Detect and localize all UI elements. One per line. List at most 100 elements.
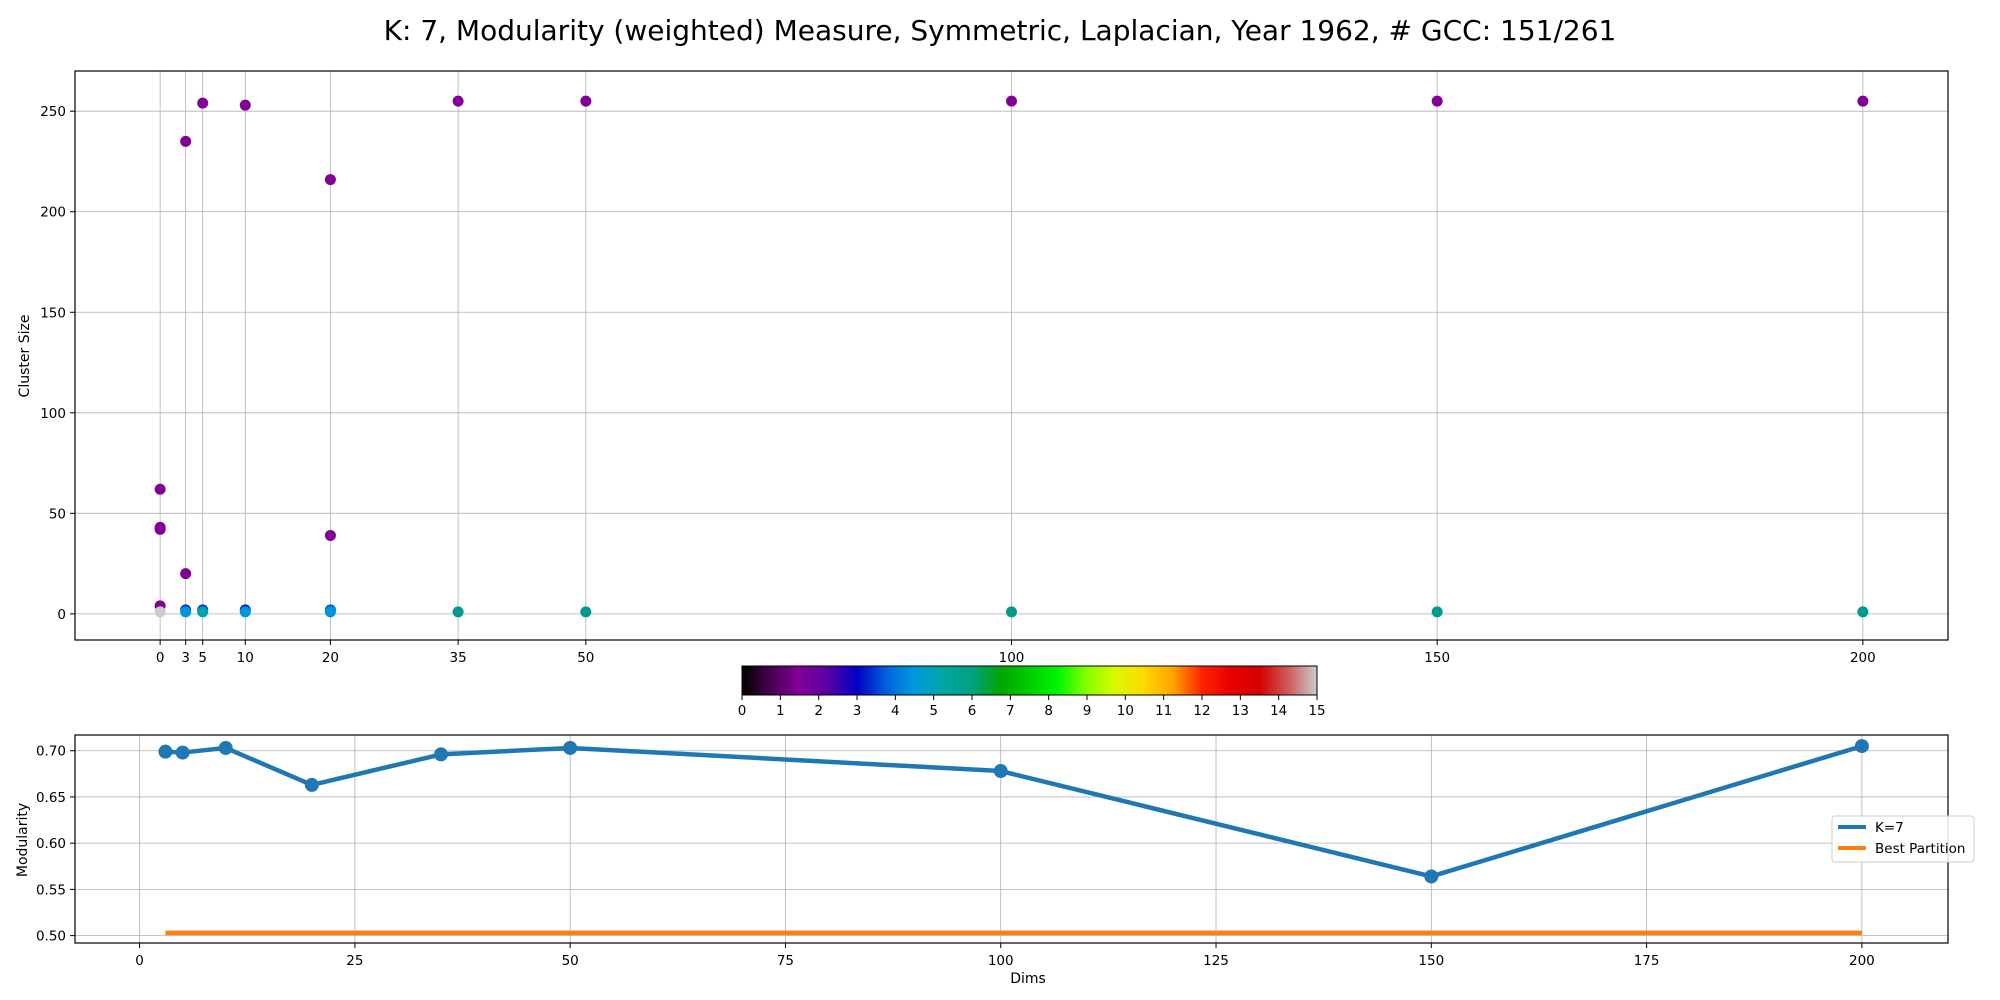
scatter-point	[180, 568, 192, 580]
colorbar: 0 1 2 3 4 5 6 7 8 9 10 11 12 13 14 15	[738, 665, 1326, 719]
bottom-x-tick-label: 75	[777, 953, 794, 969]
scatter-point	[324, 606, 336, 618]
top-y-tick-label: 50	[49, 506, 66, 522]
k7-series-point	[218, 740, 233, 755]
bottom-y-ticks: 0.50 0.55 0.60 0.65 0.70	[36, 744, 75, 945]
top-x-ticks: 0 3 5 10 20 35 50 100 150 200	[156, 640, 1876, 666]
top-x-tick-label: 20	[322, 650, 339, 666]
colorbar-tick-label: 1	[776, 703, 785, 719]
bottom-x-tick-label: 25	[346, 953, 363, 969]
colorbar-ticks: 0 1 2 3 4 5 6 7 8 9 10 11 12 13 14 15	[738, 695, 1326, 719]
scatter-point	[324, 529, 336, 541]
bottom-y-axis-label: Modularity	[15, 803, 31, 877]
k7-series-point	[158, 744, 173, 759]
k7-series-point	[1854, 739, 1869, 754]
scatter-point	[154, 483, 166, 495]
top-y-ticks: 0 50 100 150 200 250	[40, 104, 75, 623]
scatter-point	[180, 135, 192, 147]
colorbar-tick-label: 15	[1308, 703, 1325, 719]
colorbar-tick-label: 13	[1232, 703, 1249, 719]
colorbar-gradient	[741, 665, 1318, 696]
bottom-y-tick-label: 0.60	[36, 836, 66, 852]
bottom-x-tick-label: 150	[1418, 953, 1444, 969]
top-y-axis-label: Cluster Size	[17, 315, 33, 398]
scatter-point	[452, 606, 464, 618]
colorbar-tick-label: 0	[738, 703, 747, 719]
top-y-tick-label: 0	[57, 607, 66, 623]
legend: K=7 Best Partition	[1831, 815, 1975, 863]
scatter-point	[180, 606, 192, 618]
bottom-y-tick-label: 0.70	[36, 744, 66, 760]
colorbar-tick-label: 4	[891, 703, 900, 719]
bottom-x-tick-label: 0	[135, 953, 144, 969]
k7-series-point	[993, 764, 1008, 779]
colorbar-tick-label: 11	[1155, 703, 1172, 719]
scatter-point	[580, 606, 592, 618]
bottom-x-ticks: 0 25 50 75 100 125 150 175 200	[135, 943, 1875, 969]
top-grid	[75, 71, 1948, 640]
colorbar-tick-label: 9	[1083, 703, 1092, 719]
top-y-tick-label: 200	[40, 205, 66, 221]
bottom-x-tick-label: 50	[562, 953, 579, 969]
top-x-tick-label: 0	[156, 650, 165, 666]
modularity-line-chart: 0 25 50 75 100 125 150 175 200 0.500.550.600.650…	[15, 734, 1975, 987]
bottom-x-tick-label: 100	[988, 953, 1014, 969]
top-y-tick-label: 150	[40, 305, 66, 321]
scatter-point	[154, 606, 166, 618]
bottom-x-tick-label: 125	[1203, 953, 1229, 969]
top-y-tick-label: 100	[40, 406, 66, 422]
bottom-x-tick-label: 175	[1634, 953, 1660, 969]
legend-label-best-partition: Best Partition	[1875, 841, 1965, 857]
bottom-axes-frame	[74, 734, 1949, 944]
legend-label-k7: K=7	[1875, 820, 1904, 836]
colorbar-tick-label: 14	[1270, 703, 1287, 719]
k7-series-point	[304, 777, 319, 792]
top-x-tick-label: 100	[999, 650, 1025, 666]
scatter-point	[239, 606, 251, 618]
scatter-point	[1857, 95, 1869, 107]
bottom-y-tick-label: 0.50	[36, 929, 66, 945]
top-x-tick-label: 200	[1850, 650, 1876, 666]
scatter-point	[154, 523, 166, 535]
legend-frame	[1831, 815, 1975, 863]
scatter-point	[239, 99, 251, 111]
scatter-point	[1006, 95, 1017, 107]
bottom-y-tick-label: 0.65	[36, 790, 66, 806]
top-x-tick-label: 5	[198, 650, 207, 666]
k7-series-point	[175, 745, 190, 760]
k7-series-point	[433, 747, 448, 762]
colorbar-tick-label: 5	[929, 703, 938, 719]
bottom-x-axis-label: Dims	[1010, 971, 1046, 987]
top-x-tick-label: 50	[577, 650, 594, 666]
bottom-grid	[75, 735, 1948, 943]
scatter-point	[1431, 606, 1443, 618]
scatter-point	[1857, 606, 1869, 618]
k7-series-point	[1424, 869, 1439, 884]
top-x-tick-label: 150	[1424, 650, 1450, 666]
scatter-point	[452, 95, 464, 107]
scatter-point	[324, 174, 336, 186]
chart-title: K: 7, Modularity (weighted) Measure, Sym…	[384, 14, 1617, 47]
scatter-point	[580, 95, 592, 107]
top-x-tick-label: 35	[450, 650, 467, 666]
bottom-x-tick-label: 200	[1849, 953, 1875, 969]
colorbar-tick-label: 8	[1044, 703, 1053, 719]
k7-series-line	[165, 743, 1863, 879]
colorbar-tick-label: 6	[968, 703, 977, 719]
k7-series-point	[563, 740, 578, 755]
top-x-tick-label: 10	[237, 650, 254, 666]
colorbar-tick-label: 2	[814, 703, 823, 719]
scatter-point	[1431, 95, 1443, 107]
top-y-tick-label: 250	[40, 104, 66, 120]
colorbar-tick-label: 3	[853, 703, 862, 719]
bottom-y-tick-label: 0.55	[36, 882, 66, 898]
scatter-point	[1006, 606, 1017, 618]
top-x-tick-label: 3	[181, 650, 190, 666]
bottom-series	[158, 739, 1869, 936]
colorbar-tick-label: 12	[1193, 703, 1210, 719]
scatter-point	[197, 606, 209, 618]
scatter-point	[197, 97, 209, 109]
colorbar-tick-label: 7	[1006, 703, 1015, 719]
